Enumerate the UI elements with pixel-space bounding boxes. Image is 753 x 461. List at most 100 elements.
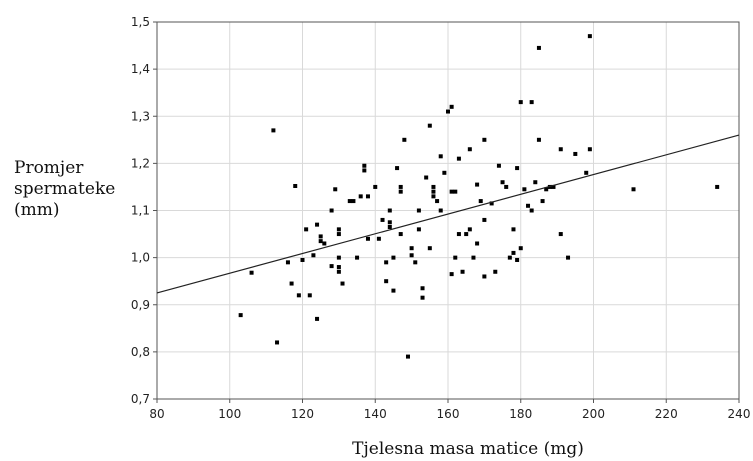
data-point xyxy=(355,255,360,260)
data-point xyxy=(347,199,352,204)
data-point xyxy=(438,154,443,159)
data-point xyxy=(449,104,454,109)
data-point xyxy=(318,234,323,239)
data-point xyxy=(500,180,505,185)
data-point xyxy=(438,208,443,213)
data-point xyxy=(402,137,407,142)
data-point xyxy=(529,100,534,105)
x-tick-label: 140 xyxy=(364,407,387,421)
data-point xyxy=(551,184,556,189)
data-point xyxy=(478,199,483,204)
data-point xyxy=(584,170,589,175)
data-point xyxy=(311,253,316,258)
data-points xyxy=(238,34,720,359)
data-point xyxy=(373,184,378,189)
data-point xyxy=(453,189,458,194)
y-tick-label: 1,3 xyxy=(131,109,150,123)
y-axis-title-line-1: Promjer xyxy=(14,158,84,178)
data-point xyxy=(449,272,454,277)
x-tick-label: 200 xyxy=(582,407,605,421)
data-point xyxy=(467,227,472,232)
data-point xyxy=(315,316,320,321)
data-point xyxy=(351,199,356,204)
x-tick-label: 220 xyxy=(655,407,678,421)
data-point xyxy=(387,208,392,213)
data-point xyxy=(416,227,421,232)
data-point xyxy=(336,227,341,232)
data-point xyxy=(362,163,367,168)
data-point xyxy=(482,274,487,279)
data-point xyxy=(442,170,447,175)
data-point xyxy=(558,232,563,237)
x-tick-label: 80 xyxy=(149,407,164,421)
data-point xyxy=(631,187,636,192)
y-tick-label: 0,8 xyxy=(131,345,150,359)
y-tick-label: 1,4 xyxy=(131,62,150,76)
x-tick-label: 160 xyxy=(437,407,460,421)
data-point xyxy=(453,255,458,260)
y-axis-ticks: 0,7 0,8 0,9 1,0 1,1 1,2 1,3 1,4 1,5 xyxy=(131,15,157,406)
data-point xyxy=(489,201,494,206)
data-point xyxy=(365,236,370,241)
data-point xyxy=(395,166,400,171)
data-point xyxy=(365,194,370,199)
data-point xyxy=(529,208,534,213)
data-point xyxy=(275,340,280,345)
data-point xyxy=(511,227,516,232)
data-point xyxy=(398,184,403,189)
data-point xyxy=(315,222,320,227)
data-point xyxy=(540,199,545,204)
y-tick-label: 0,7 xyxy=(131,392,150,406)
data-point xyxy=(336,255,341,260)
data-point xyxy=(482,217,487,222)
data-point xyxy=(271,128,276,133)
data-point xyxy=(518,246,523,251)
y-axis-title-line-2: spermateke xyxy=(14,179,115,199)
data-point xyxy=(467,147,472,152)
data-point xyxy=(296,293,301,298)
data-point xyxy=(464,232,469,237)
data-point xyxy=(398,232,403,237)
data-point xyxy=(293,183,298,188)
trend-line xyxy=(156,134,740,294)
data-point xyxy=(384,279,389,284)
grid-lines xyxy=(156,21,740,400)
data-point xyxy=(431,189,436,194)
data-point xyxy=(384,260,389,265)
data-point xyxy=(391,255,396,260)
data-point xyxy=(475,182,480,187)
data-point xyxy=(518,100,523,105)
data-point xyxy=(307,293,312,298)
data-point xyxy=(587,34,592,39)
data-point xyxy=(435,199,440,204)
data-point xyxy=(493,269,498,274)
data-point xyxy=(475,241,480,246)
data-point xyxy=(336,232,341,237)
data-point xyxy=(449,189,454,194)
data-point xyxy=(409,253,414,258)
y-tick-label: 1,0 xyxy=(131,251,150,265)
data-point xyxy=(420,286,425,291)
data-point xyxy=(456,156,461,161)
x-tick-label: 100 xyxy=(218,407,241,421)
data-point xyxy=(431,194,436,199)
data-point xyxy=(715,184,720,189)
data-point xyxy=(304,227,309,232)
x-tick-label: 120 xyxy=(291,407,314,421)
data-point xyxy=(460,269,465,274)
data-point xyxy=(340,281,345,286)
data-point xyxy=(507,255,512,260)
data-point xyxy=(405,354,410,359)
data-point xyxy=(573,151,578,156)
data-point xyxy=(482,137,487,142)
data-point xyxy=(446,109,450,114)
data-point xyxy=(289,281,294,286)
data-point xyxy=(496,163,501,168)
y-tick-label: 1,5 xyxy=(131,15,150,29)
data-point xyxy=(558,147,563,152)
data-point xyxy=(526,203,531,208)
data-point xyxy=(376,236,381,241)
data-point xyxy=(504,184,509,189)
data-point xyxy=(544,187,549,192)
